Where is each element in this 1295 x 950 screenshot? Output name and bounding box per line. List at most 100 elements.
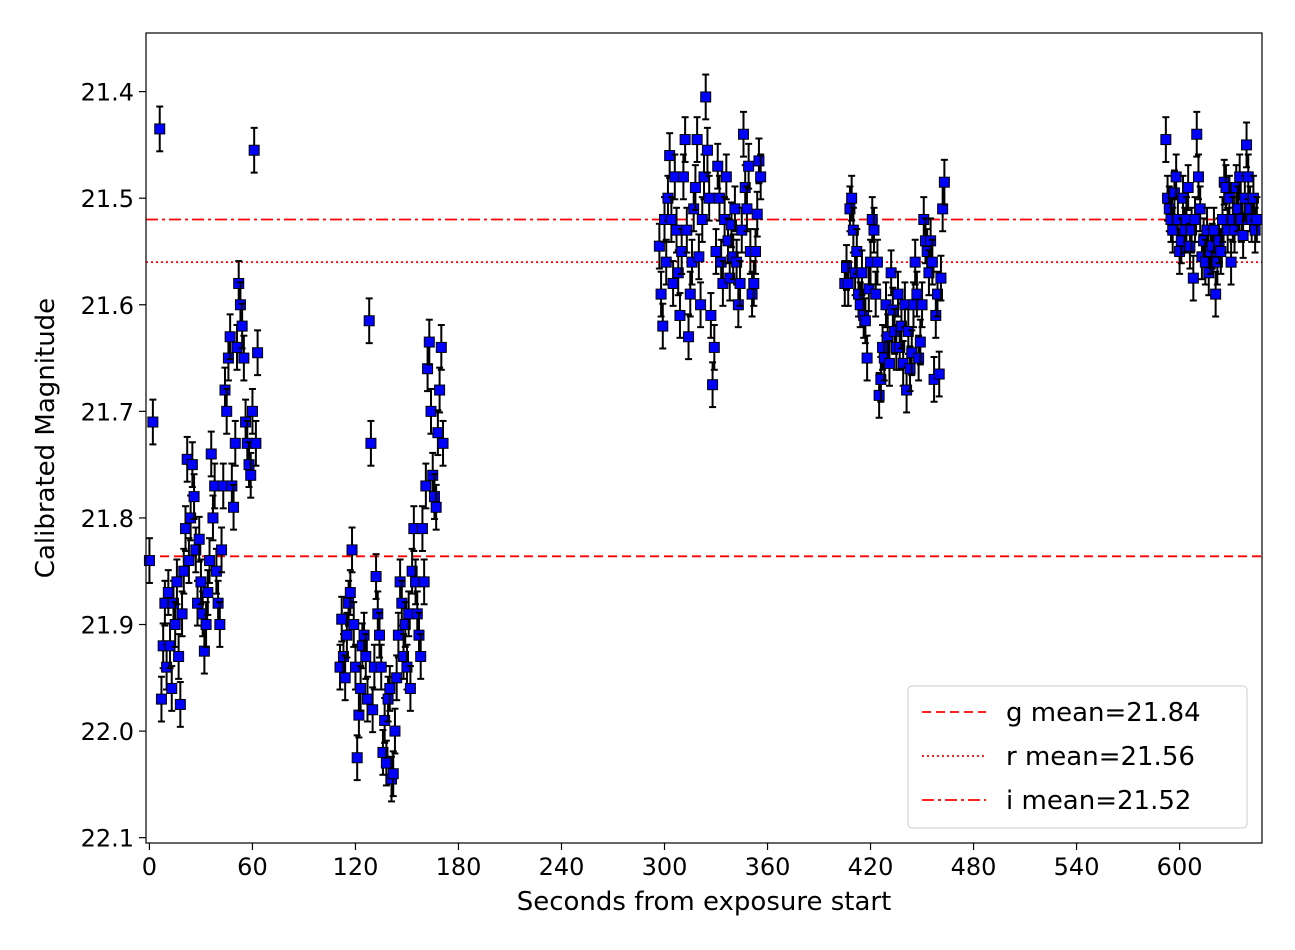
- data-marker: [171, 576, 183, 588]
- data-marker: [1242, 171, 1254, 183]
- data-marker: [415, 650, 427, 662]
- y-tick-label: 21.5: [81, 185, 134, 213]
- data-marker: [870, 288, 882, 300]
- data-marker: [1211, 256, 1223, 268]
- data-point: [871, 238, 883, 286]
- data-marker: [1187, 272, 1199, 284]
- data-marker: [190, 544, 202, 556]
- data-marker: [1174, 245, 1186, 257]
- data-point: [173, 633, 185, 680]
- data-point: [1194, 185, 1206, 233]
- data-marker: [416, 523, 428, 535]
- data-point: [368, 643, 380, 691]
- data-marker: [672, 267, 684, 279]
- data-marker: [214, 619, 226, 631]
- data-marker: [147, 416, 159, 428]
- data-marker: [343, 597, 355, 609]
- data-marker: [391, 672, 403, 684]
- data-marker: [1210, 288, 1222, 300]
- data-marker: [883, 357, 895, 369]
- data-point: [207, 494, 219, 542]
- data-marker: [842, 277, 854, 289]
- data-marker: [374, 629, 386, 641]
- data-marker: [434, 384, 446, 396]
- data-marker: [1225, 256, 1237, 268]
- data-marker: [183, 555, 195, 567]
- data-marker: [933, 368, 945, 380]
- data-marker: [720, 171, 732, 183]
- data-marker: [430, 501, 442, 513]
- data-marker: [877, 341, 889, 353]
- data-marker: [195, 576, 207, 588]
- data-point: [683, 313, 695, 361]
- data-marker: [901, 384, 913, 396]
- y-tick-label: 22.1: [81, 825, 134, 853]
- data-marker: [143, 555, 155, 567]
- data-marker: [660, 256, 672, 268]
- data-point: [416, 505, 428, 552]
- data-marker: [245, 469, 257, 481]
- data-marker: [696, 214, 708, 226]
- data-marker: [221, 405, 233, 417]
- legend-entry-0: g mean=21.84: [1006, 698, 1201, 728]
- data-marker: [349, 661, 361, 673]
- data-marker: [712, 160, 724, 172]
- data-point: [861, 334, 873, 382]
- data-point: [418, 558, 430, 606]
- data-point: [679, 116, 691, 163]
- data-marker: [1237, 230, 1249, 241]
- data-point: [363, 297, 375, 345]
- data-point: [1215, 228, 1227, 275]
- data-point: [701, 126, 713, 174]
- data-marker: [1223, 192, 1235, 204]
- data-point: [229, 419, 241, 467]
- data-point: [681, 206, 693, 254]
- data-point: [404, 665, 416, 712]
- data-point: [155, 675, 167, 723]
- data-point: [228, 483, 240, 531]
- data-marker: [205, 448, 217, 460]
- data-marker: [902, 325, 914, 337]
- data-point: [143, 537, 155, 584]
- data-marker: [154, 123, 166, 135]
- data-point: [1191, 110, 1203, 158]
- data-marker: [655, 288, 667, 300]
- data-marker: [224, 331, 236, 343]
- data-point: [435, 324, 447, 371]
- data-marker: [200, 619, 212, 631]
- data-marker: [234, 299, 246, 311]
- x-tick-label: 360: [745, 853, 791, 881]
- data-marker: [188, 491, 200, 503]
- data-marker: [401, 661, 413, 673]
- data-marker: [229, 437, 241, 449]
- y-axis-ticks: 21.4 21.5 21.6 21.7 21.8 21.9 22.0 22.1: [81, 79, 146, 853]
- data-point: [171, 558, 183, 606]
- data-marker: [1182, 182, 1194, 194]
- data-point: [720, 153, 732, 201]
- y-tick-label: 21.9: [81, 612, 134, 640]
- data-point: [384, 665, 396, 712]
- data-point: [415, 633, 427, 680]
- data-marker: [911, 288, 923, 300]
- data-marker: [202, 587, 214, 599]
- x-tick-label: 480: [951, 853, 997, 881]
- data-marker: [411, 608, 423, 620]
- data-marker: [356, 640, 368, 652]
- data-point: [1225, 238, 1237, 286]
- y-axis-label: Calibrated Magnitude: [31, 298, 61, 578]
- data-marker: [868, 224, 880, 236]
- data-marker: [346, 544, 358, 556]
- data-marker: [185, 512, 197, 524]
- data-marker: [708, 341, 720, 353]
- data-marker: [751, 208, 763, 220]
- data-marker: [1170, 171, 1182, 183]
- data-marker: [909, 256, 921, 268]
- data-marker: [231, 341, 243, 353]
- data-marker: [684, 288, 696, 300]
- data-marker: [248, 144, 260, 156]
- data-marker: [226, 480, 238, 492]
- x-tick-label: 180: [436, 853, 482, 881]
- data-point: [205, 430, 217, 478]
- data-marker: [228, 501, 240, 513]
- legend-entry-1: r mean=21.56: [1006, 742, 1195, 772]
